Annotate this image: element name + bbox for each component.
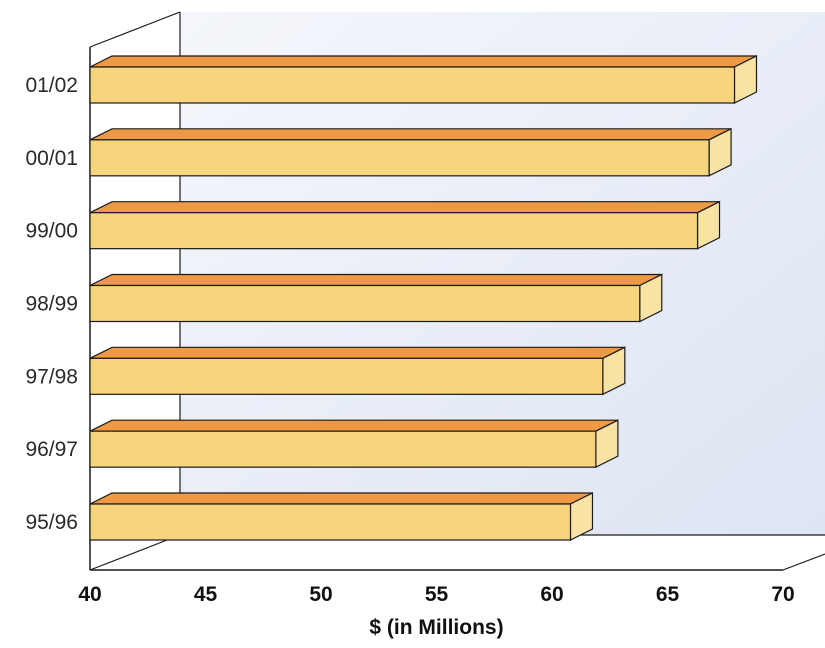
bar-96/97 [89,419,619,469]
bars-group [89,55,758,541]
bar-99/00 [89,200,721,250]
bar-top-face [89,492,593,505]
bar-top-face [89,201,720,214]
floor-right-edge [782,553,825,571]
bar-front-face [89,212,699,250]
category-label-98/99: 98/99 [25,293,78,316]
bar-top-face [89,55,757,68]
x-tick-label: 70 [771,583,794,606]
bar-98/99 [89,273,663,323]
category-label-01/02: 01/02 [25,74,78,97]
bar-97/98 [89,346,626,396]
bar-01/02 [89,55,758,104]
category-label-96/97: 96/97 [25,438,78,461]
bar-front-face [89,430,597,468]
labels-group: 01/02 00/01 99/00 98/99 97/98 96/97 95/96 40 45 5… [25,74,794,639]
floor-left-edge [89,534,181,571]
bar-front-face [89,139,710,177]
bar-top-face [89,419,619,432]
x-tick-label: 40 [78,583,101,606]
bar-front-face [89,357,604,395]
x-tick-label: 55 [425,583,449,606]
bar-00/01 [89,127,732,177]
x-tick-label: 45 [194,583,218,606]
bar-front-face [89,503,572,541]
x-axis-title: $ (in Millions) [369,616,503,639]
bar-top-face [89,273,663,287]
category-label-00/01: 00/01 [25,147,78,170]
x-tick-label: 60 [540,583,563,606]
category-label-97/98: 97/98 [25,365,78,388]
x-tick-label: 50 [309,583,332,606]
bar-front-face [89,66,736,104]
category-label-95/96: 95/96 [25,511,78,534]
x-tick-label: 65 [656,583,680,606]
frame-top-edge [89,11,181,48]
category-label-99/00: 99/00 [25,220,78,243]
bar-95/96 [89,492,594,541]
bar-top-face [89,128,732,141]
bar-front-face [89,284,641,323]
bar-top-face [89,346,626,359]
